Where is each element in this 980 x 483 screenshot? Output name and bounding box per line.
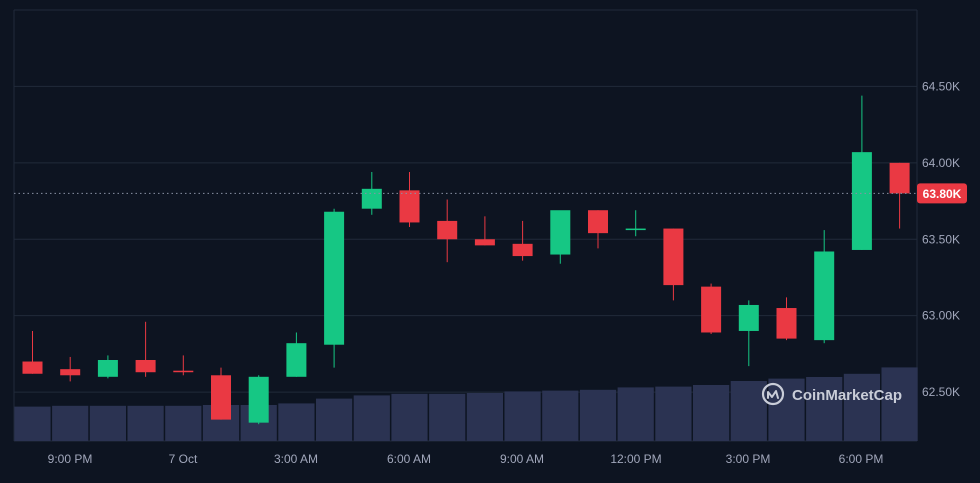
candle-body-down (663, 228, 684, 286)
candle-body-down (588, 210, 608, 234)
volume-bar (52, 405, 89, 441)
x-tick-label: 12:00 PM (610, 452, 661, 466)
candle-body-up (550, 210, 571, 255)
volume-bar (730, 381, 767, 441)
candle-body-up (248, 376, 269, 423)
candle-body-down (474, 239, 495, 246)
x-tick-label: 3:00 AM (274, 452, 318, 466)
candle-body-up (97, 359, 118, 377)
x-tick-label: 9:00 AM (500, 452, 544, 466)
coinmarketcap-logo-icon (761, 382, 785, 406)
candle-body-up (738, 304, 759, 331)
volume-bar (353, 395, 390, 441)
candle-body-down (889, 162, 910, 194)
volume-bar (391, 393, 428, 441)
volume-bar (429, 393, 466, 441)
candle-body-down (512, 243, 533, 257)
watermark-label: CoinMarketCap (792, 387, 902, 404)
volume-bar (768, 378, 805, 441)
candle-body-up (851, 152, 872, 250)
x-tick-label: 7 Oct (169, 452, 198, 466)
current-price-label: 63.80K (923, 187, 962, 201)
candle-body-down (22, 361, 43, 374)
grid-lines (13, 9, 918, 442)
x-tick-label: 6:00 PM (839, 452, 884, 466)
y-tick-label: 62.50K (922, 385, 960, 399)
candle-body-down (60, 369, 81, 376)
candle-body-down (135, 359, 156, 373)
volume-bar (655, 386, 692, 441)
candles (22, 95, 910, 425)
x-tick-label: 9:00 PM (48, 452, 93, 466)
candle-body-down (211, 375, 231, 420)
volume-bar (278, 403, 315, 441)
y-tick-label: 64.50K (922, 79, 960, 93)
candle-body-up (324, 211, 345, 345)
current-price-badge (917, 183, 967, 204)
volume-bars (14, 367, 918, 441)
candle-body-up (814, 251, 835, 341)
volume-bar (843, 373, 880, 441)
candle-body-up (625, 228, 646, 231)
volume-bar (806, 377, 843, 441)
candle-body-up (286, 343, 307, 377)
x-tick-label: 3:00 PM (726, 452, 771, 466)
candle-body-down (701, 286, 722, 333)
candle-body-down (437, 220, 458, 240)
candle-body-down (173, 370, 194, 373)
volume-bar (316, 398, 353, 441)
volume-bar (881, 367, 918, 441)
current-price-marker: 63.80K (14, 183, 967, 204)
y-tick-label: 63.00K (922, 309, 960, 323)
volume-bar (617, 387, 654, 441)
watermark: CoinMarketCap (761, 382, 902, 406)
candle-body-up (361, 188, 382, 209)
x-axis: 9:00 PM 7 Oct 3:00 AM 6:00 AM 9:00 AM 12:00 P… (48, 452, 884, 466)
candle-body-down (399, 190, 420, 223)
y-axis: 64.50K 64.00K 63.50K 63.00K 62.50K (922, 79, 960, 399)
y-tick-label: 64.00K (922, 156, 960, 170)
volume-bar (504, 391, 541, 441)
candle-body-down (776, 308, 797, 339)
volume-bar (165, 405, 202, 441)
volume-bar (89, 405, 126, 441)
volume-bar (579, 389, 617, 441)
volume-bar (693, 385, 730, 441)
volume-bar (542, 390, 579, 441)
volume-bar (14, 406, 51, 441)
volume-bar (466, 393, 503, 441)
x-tick-label: 6:00 AM (387, 452, 431, 466)
volume-bar (127, 405, 164, 441)
y-tick-label: 63.50K (922, 232, 960, 246)
